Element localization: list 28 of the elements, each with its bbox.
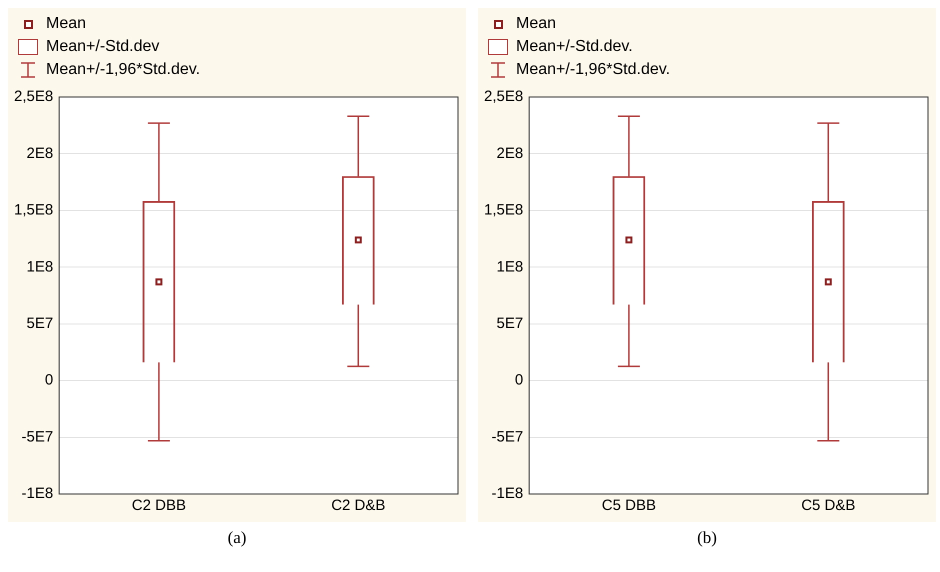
y-tick-label: 1,5E8 <box>484 202 524 219</box>
y-tick-label: 2,5E8 <box>14 88 54 106</box>
y-tick-label: 2,5E8 <box>484 88 524 106</box>
y-tick-label: 1,5E8 <box>14 202 54 219</box>
legend-label: Mean+/-Std.dev <box>46 38 160 56</box>
y-tick-label: -1E8 <box>492 485 524 502</box>
legend-label: Mean <box>516 15 556 33</box>
x-tick-label: C2 D&B <box>331 497 386 514</box>
y-tick-label: 0 <box>514 372 524 389</box>
text: (b) <box>697 528 717 548</box>
legend-label: Mean+/-Std.dev. <box>516 38 633 56</box>
y-tick-label: -5E7 <box>22 428 54 446</box>
y-tick-label: 0 <box>44 372 54 389</box>
y-tick-label: -1E8 <box>22 485 54 502</box>
legend-label: Mean+/-1,96*Std.dev. <box>516 61 670 79</box>
legend-label: Mean+/-1,96*Std.dev. <box>46 61 200 79</box>
y-tick-label: 5E7 <box>26 315 54 332</box>
y-tick-label: 2E8 <box>496 144 524 162</box>
x-tick-label: C2 DBB <box>132 497 186 514</box>
y-tick-label: -5E7 <box>492 428 524 446</box>
y-tick-label: 2E8 <box>26 144 54 162</box>
y-tick-label: 1E8 <box>26 258 54 276</box>
legend-label: Mean <box>46 15 86 33</box>
x-tick-label: C5 DBB <box>602 497 656 514</box>
x-tick-label: C5 D&B <box>801 497 856 514</box>
y-tick-label: 5E7 <box>496 315 524 332</box>
y-tick-label: 1E8 <box>496 258 524 276</box>
text: (a) <box>228 528 246 548</box>
